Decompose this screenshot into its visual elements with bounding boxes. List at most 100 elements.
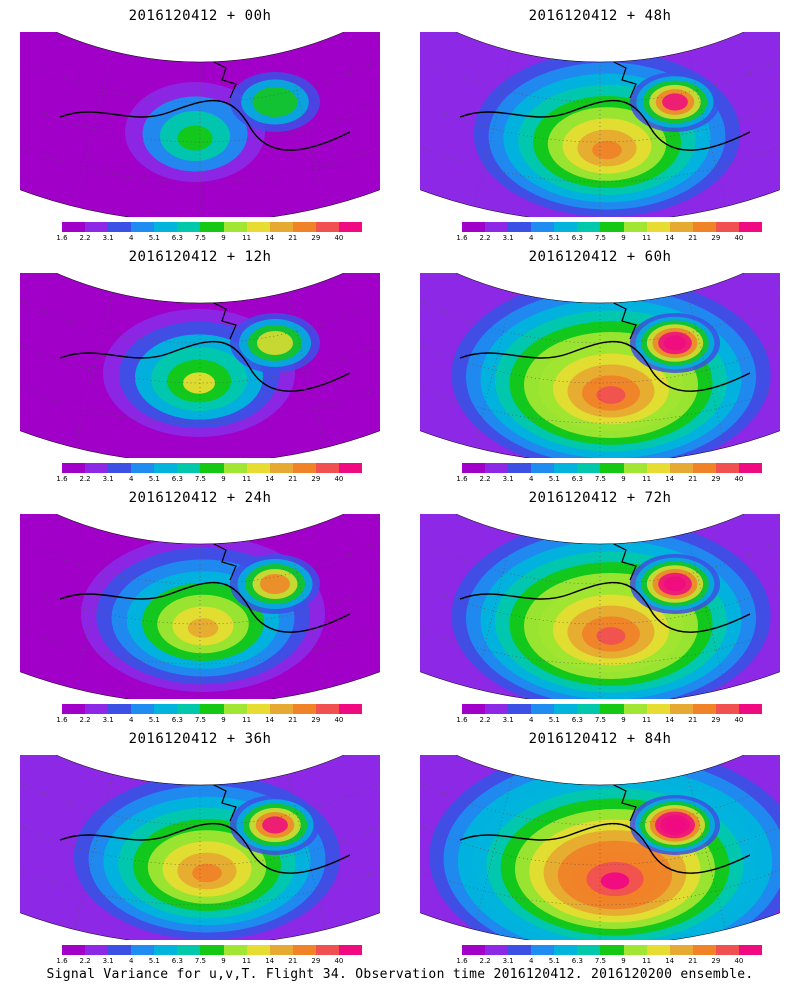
colorbar-tick-label: 2.2 — [79, 957, 91, 965]
colorbar-segment — [154, 463, 178, 473]
colorbar-tick-label: 2.2 — [79, 234, 91, 242]
colorbar — [62, 945, 363, 955]
colorbar-tick-label: 21 — [688, 957, 698, 965]
colorbar-tick-label: 21 — [288, 475, 298, 483]
colorbar-segment — [669, 704, 693, 714]
colorbar-tick-label: 14 — [665, 957, 675, 965]
colorbar-tick-label: 5.1 — [148, 957, 160, 965]
colorbar-segment — [177, 704, 201, 714]
colorbar-segment — [200, 945, 224, 955]
colorbar-tick-label: 7.5 — [194, 716, 207, 724]
colorbar-segment — [131, 463, 155, 473]
colorbar-tick-label: 3.1 — [102, 716, 114, 724]
colorbar-segment — [577, 945, 601, 955]
colorbar-tick-label: 7.5 — [594, 957, 607, 965]
colorbar-segment — [531, 704, 555, 714]
colorbar-segment — [154, 222, 178, 232]
colorbar-tick-label: 9 — [621, 475, 626, 483]
colorbar-segment — [462, 945, 486, 955]
colorbar-segment — [108, 463, 132, 473]
colorbar-tick-label: 6.3 — [171, 234, 183, 242]
colorbar — [462, 222, 763, 232]
colorbar-tick-label: 29 — [711, 716, 721, 724]
colorbar-tick-label: 3.1 — [502, 957, 514, 965]
colorbar-segment — [485, 222, 509, 232]
colorbar-segment — [315, 222, 339, 232]
panel-title: 2016120412 + 84h — [528, 731, 672, 747]
colorbar-segment — [338, 463, 363, 473]
colorbar-segment — [462, 704, 486, 714]
colorbar-segment — [715, 222, 739, 232]
colorbar-segment — [85, 945, 109, 955]
colorbar-tick-label: 1.6 — [56, 234, 68, 242]
colorbar-segment — [715, 704, 739, 714]
colorbar-segment — [131, 945, 155, 955]
colorbar-segment — [85, 463, 109, 473]
colorbar-tick-label: 14 — [265, 475, 275, 483]
colorbar-segment — [269, 945, 293, 955]
colorbar-segment — [338, 945, 363, 955]
colorbar-tick-label: 29 — [711, 475, 721, 483]
colorbar-segment — [508, 945, 532, 955]
colorbar-segment — [646, 704, 670, 714]
colorbar-segment — [62, 704, 86, 714]
colorbar-segment — [338, 222, 363, 232]
colorbar-tick-label: 1.6 — [456, 957, 468, 965]
colorbar-segment — [485, 945, 509, 955]
colorbar-segment — [62, 945, 86, 955]
variance-map — [20, 32, 380, 217]
colorbar-segment — [738, 463, 763, 473]
colorbar-labels: 1.6 2.2 3.1 4 5.1 6.3 7.5 9 11 14 21 29 40 — [56, 475, 362, 485]
colorbar-tick-label: 5.1 — [148, 716, 160, 724]
panel-title: 2016120412 + 12h — [128, 249, 272, 265]
colorbar-labels: 1.6 2.2 3.1 4 5.1 6.3 7.5 9 11 14 21 29 40 — [56, 234, 362, 244]
colorbar-segment — [223, 704, 247, 714]
colorbar-tick-label: 14 — [265, 957, 275, 965]
colorbar-tick-label: 29 — [311, 957, 321, 965]
colorbar-segment — [200, 704, 224, 714]
colorbar-segment — [200, 463, 224, 473]
colorbar — [62, 704, 363, 714]
colorbar-tick-label: 6.3 — [171, 957, 183, 965]
colorbar-tick-label: 5.1 — [548, 475, 560, 483]
colorbar-tick-label: 3.1 — [102, 234, 114, 242]
colorbar-tick-label: 9 — [221, 234, 226, 242]
colorbar-tick-label: 21 — [288, 234, 298, 242]
colorbar-tick-label: 6.3 — [571, 475, 583, 483]
colorbar-segment — [600, 704, 624, 714]
colorbar-segment — [269, 704, 293, 714]
colorbar-segment — [292, 463, 316, 473]
colorbar-tick-label: 29 — [711, 234, 721, 242]
colorbar-tick-label: 6.3 — [571, 234, 583, 242]
colorbar-segment — [531, 222, 555, 232]
colorbar-labels: 1.6 2.2 3.1 4 5.1 6.3 7.5 9 11 14 21 29 40 — [456, 234, 762, 244]
forecast-panel: 2016120412 + 60h 1.6 2.2 3.1 4 5.1 6.3 7.5 9 11 14… — [400, 241, 800, 491]
colorbar-tick-label: 4 — [528, 957, 534, 965]
colorbar-segment — [669, 945, 693, 955]
variance-map — [20, 273, 380, 458]
colorbar-segment — [485, 704, 509, 714]
colorbar-tick-label: 5.1 — [548, 716, 560, 724]
colorbar-tick-label: 40 — [734, 475, 744, 483]
colorbar-tick-label: 40 — [734, 957, 744, 965]
colorbar-segment — [177, 463, 201, 473]
colorbar-segment — [554, 704, 578, 714]
colorbar-segment — [531, 945, 555, 955]
colorbar-segment — [62, 222, 86, 232]
colorbar-tick-label: 7.5 — [194, 475, 207, 483]
colorbar-tick-label: 40 — [734, 234, 744, 242]
colorbar-tick-label: 9 — [621, 716, 626, 724]
variance-map — [20, 755, 380, 940]
colorbar — [462, 945, 763, 955]
colorbar-segment — [554, 463, 578, 473]
colorbar-tick-label: 29 — [311, 716, 321, 724]
colorbar-tick-label: 29 — [711, 957, 721, 965]
colorbar-segment — [508, 463, 532, 473]
colorbar-tick-label: 21 — [688, 716, 698, 724]
colorbar-tick-label: 3.1 — [502, 716, 514, 724]
colorbar-tick-label: 4 — [128, 234, 134, 242]
colorbar-labels: 1.6 2.2 3.1 4 5.1 6.3 7.5 9 11 14 21 29 40 — [456, 475, 762, 485]
colorbar — [462, 704, 763, 714]
colorbar-segment — [485, 463, 509, 473]
colorbar-tick-label: 3.1 — [502, 475, 514, 483]
